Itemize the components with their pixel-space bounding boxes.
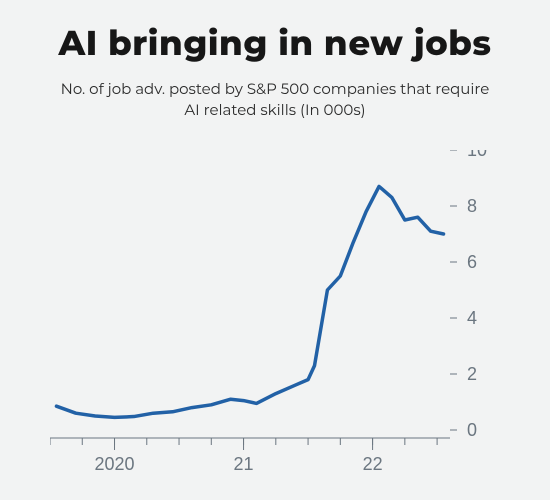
y-tick-label: 6: [467, 252, 477, 272]
chart-area: 024681020202122: [50, 150, 520, 470]
infographic-card: AI bringing in new jobs No. of job adv. …: [0, 0, 550, 500]
chart-subtitle: No. of job adv. posted by S&P 500 compan…: [60, 78, 490, 120]
data-line: [56, 186, 443, 417]
x-tick-label: 22: [363, 454, 383, 474]
chart-title: AI bringing in new jobs: [0, 0, 550, 64]
x-tick-label: 2020: [94, 454, 134, 474]
y-tick-label: 2: [467, 364, 477, 384]
x-tick-label: 21: [234, 454, 254, 474]
y-tick-label: 10: [467, 150, 487, 160]
line-chart: 0 2 4 6 8 10 2020 21 22: [50, 150, 520, 480]
y-tick-label: 0: [467, 420, 477, 440]
y-tick-label: 4: [467, 308, 477, 328]
y-tick-label: 8: [467, 196, 477, 216]
